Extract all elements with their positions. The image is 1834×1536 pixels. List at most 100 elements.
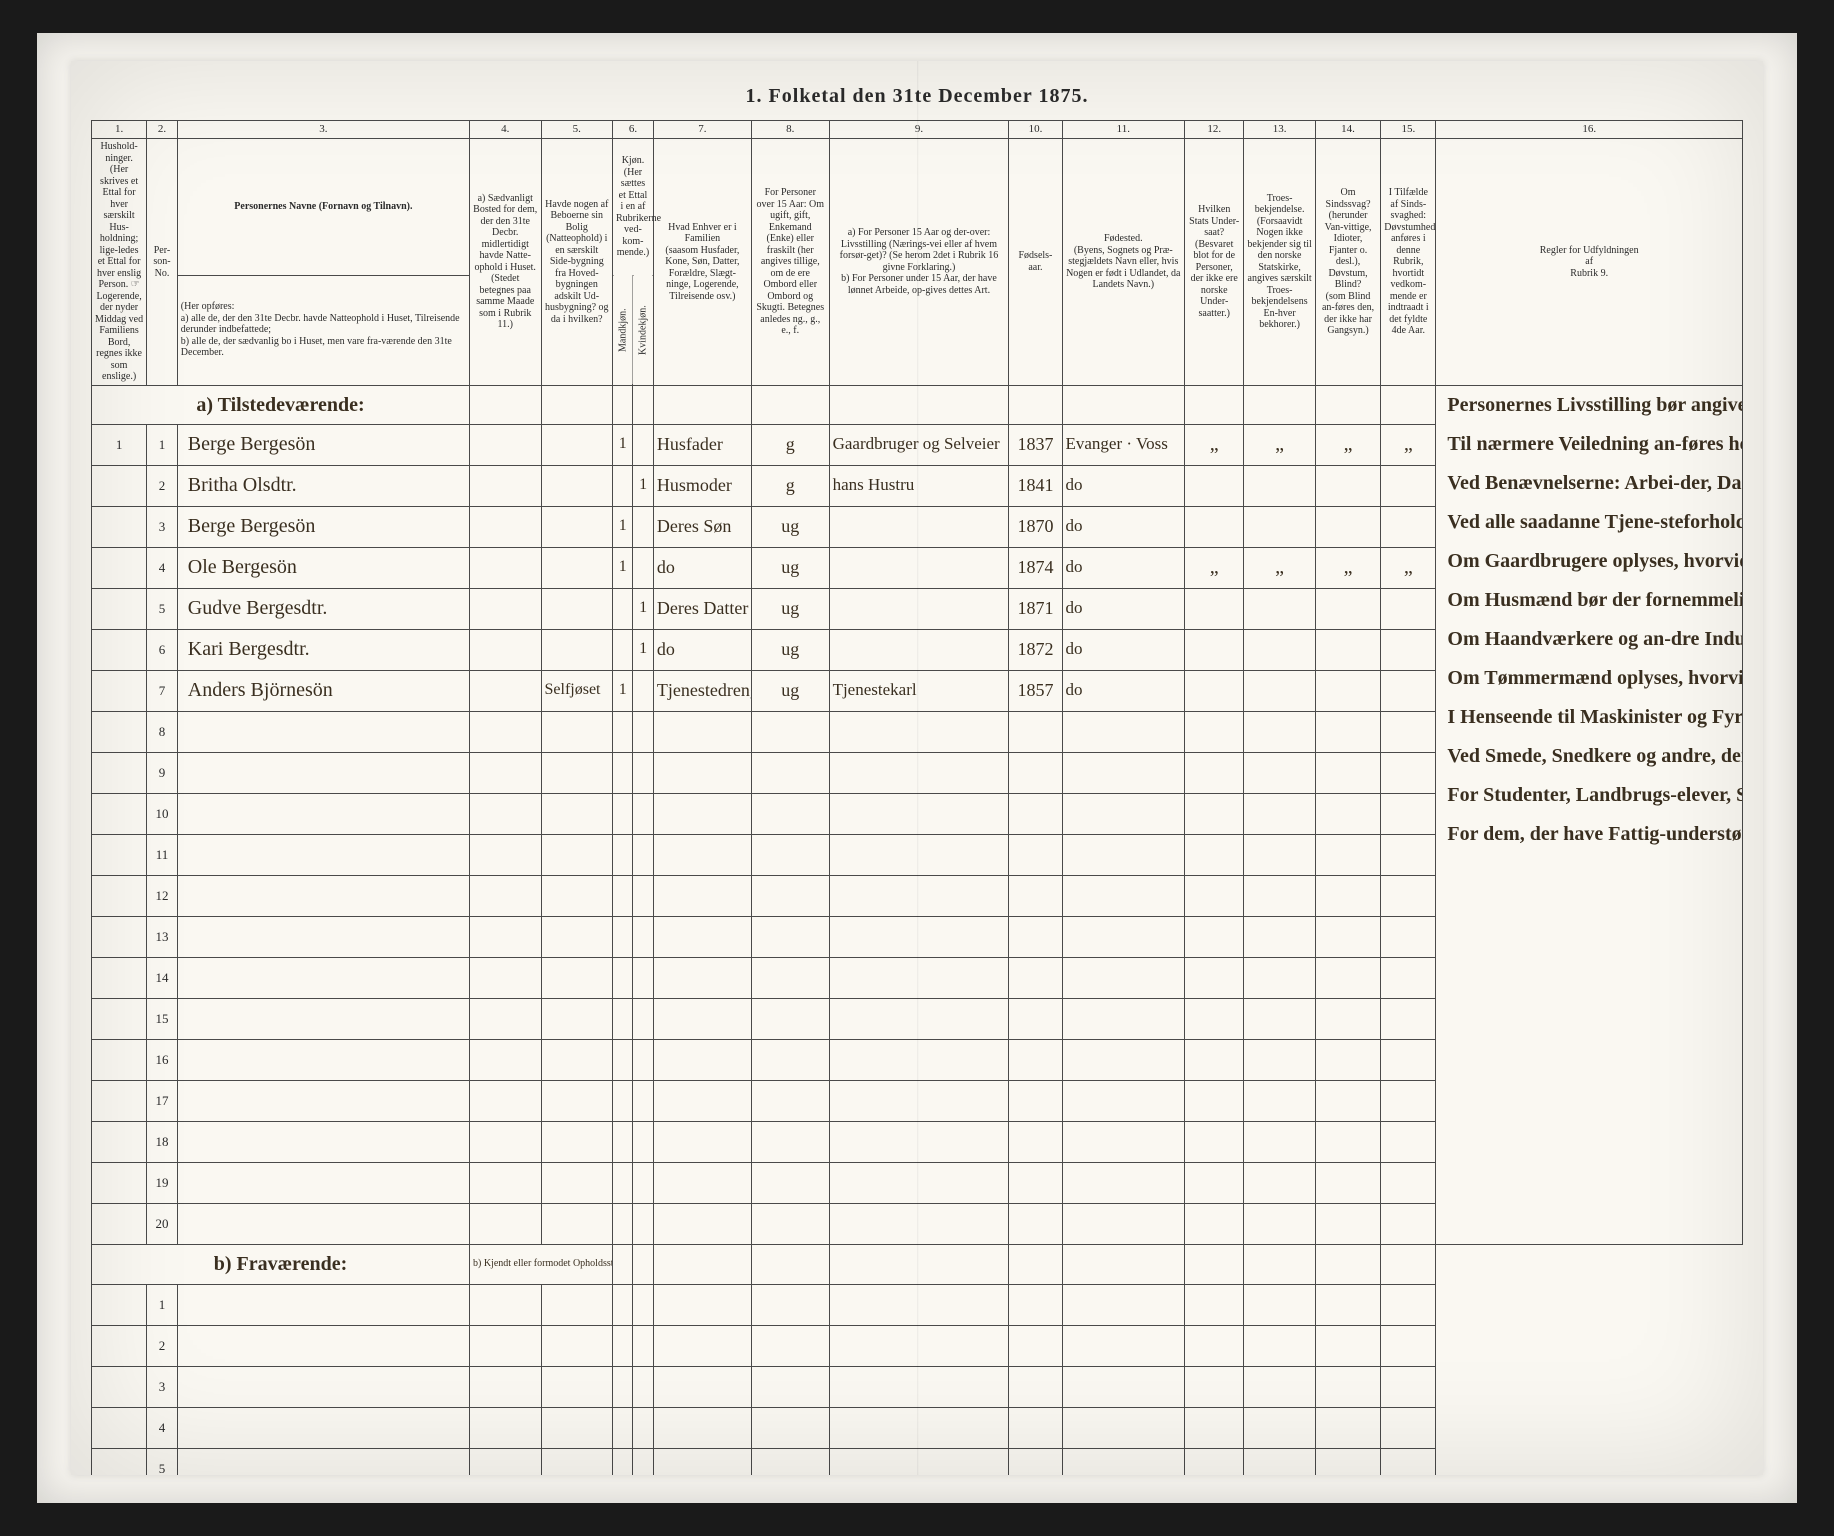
table-cell: [1185, 1407, 1244, 1448]
table-cell: [469, 1325, 541, 1366]
table-cell: [1009, 1162, 1062, 1203]
table-cell: 15: [147, 998, 178, 1039]
table-cell: [541, 793, 613, 834]
colnum-2: 2.: [147, 121, 178, 139]
table-cell: [1009, 998, 1062, 1039]
colnum-10: 10.: [1009, 121, 1062, 139]
table-cell: [1381, 1325, 1436, 1366]
table-cell: Selfjøset: [541, 670, 613, 711]
table-cell: g: [751, 424, 829, 465]
table-cell: [541, 1284, 613, 1325]
table-cell: [92, 1366, 147, 1407]
table-cell: [1381, 1448, 1436, 1475]
col-15-heading: I Tilfælde af Sinds-svaghed: Døvstumhed …: [1381, 139, 1436, 386]
table-cell: [92, 1121, 147, 1162]
table-cell: [92, 629, 147, 670]
col-3-sub: (Her opføres:a) alle de, der den 31te De…: [177, 275, 469, 385]
table-cell: [1315, 1325, 1380, 1366]
table-cell: „: [1185, 547, 1244, 588]
table-cell: [1062, 916, 1185, 957]
table-cell: [653, 1325, 751, 1366]
table-cell: [541, 1039, 613, 1080]
table-cell: 1: [613, 506, 633, 547]
table-cell: 1: [613, 547, 633, 588]
table-cell: [541, 875, 613, 916]
table-cell: [1244, 1203, 1316, 1244]
instr-p8: Om Tømmermænd oplyses, hvorvidt de fare …: [1439, 661, 1739, 695]
table-cell: [1315, 752, 1380, 793]
table-cell: do: [1062, 588, 1185, 629]
table-cell: 1837: [1009, 424, 1062, 465]
table-cell: [1381, 752, 1436, 793]
table-cell: [177, 916, 469, 957]
table-cell: [613, 834, 633, 875]
table-cell: [1315, 629, 1380, 670]
table-cell: [633, 1448, 653, 1475]
col-13-heading: Troes-bekjendelse.(Forsaavidt Nogen ikke…: [1244, 139, 1316, 386]
table-cell: [1244, 957, 1316, 998]
table-cell: 10: [147, 793, 178, 834]
table-cell: [633, 547, 653, 588]
table-cell: g: [751, 465, 829, 506]
table-cell: [1062, 957, 1185, 998]
table-cell: [1381, 465, 1436, 506]
table-cell: [177, 711, 469, 752]
table-cell: [1244, 1080, 1316, 1121]
scan-frame: 1. Folketal den 31te December 1875. 1. 2…: [37, 33, 1797, 1503]
table-cell: [92, 506, 147, 547]
table-cell: [177, 1407, 469, 1448]
table-cell: 1: [147, 424, 178, 465]
section-a-label: a) Tilstedeværende:: [92, 385, 470, 424]
table-cell: [541, 1162, 613, 1203]
table-cell: [1009, 1203, 1062, 1244]
col-12-heading: Hvilken Stats Under-saat?(Besvaret blot …: [1185, 139, 1244, 386]
table-cell: [751, 998, 829, 1039]
page-fold: [917, 61, 919, 1475]
table-cell: [469, 916, 541, 957]
table-cell: [92, 1407, 147, 1448]
table-cell: [751, 875, 829, 916]
table-cell: [613, 465, 633, 506]
table-cell: [177, 875, 469, 916]
table-cell: [1315, 1407, 1380, 1448]
colnum-14: 14.: [1315, 121, 1380, 139]
col-6b-heading: Kvindekjøn.: [633, 275, 653, 385]
table-cell: [1062, 1448, 1185, 1475]
table-cell: [1062, 1203, 1185, 1244]
table-cell: [633, 752, 653, 793]
table-cell: [1244, 834, 1316, 875]
table-cell: [613, 957, 633, 998]
table-cell: [177, 1448, 469, 1475]
table-cell: [1381, 998, 1436, 1039]
table-cell: [1062, 998, 1185, 1039]
table-cell: [1315, 1284, 1380, 1325]
table-cell: [469, 1407, 541, 1448]
table-cell: [613, 1039, 633, 1080]
table-cell: [1244, 793, 1316, 834]
table-cell: [1062, 834, 1185, 875]
table-cell: [1009, 752, 1062, 793]
table-cell: [751, 1366, 829, 1407]
table-cell: 1: [613, 424, 633, 465]
table-cell: [751, 711, 829, 752]
table-cell: [1244, 1039, 1316, 1080]
table-cell: [633, 1121, 653, 1162]
table-cell: [1062, 793, 1185, 834]
table-cell: [541, 1203, 613, 1244]
colnum-7: 7.: [653, 121, 751, 139]
table-cell: [1315, 834, 1380, 875]
col-10-heading: Fødsels-aar.: [1009, 139, 1062, 386]
table-cell: [177, 834, 469, 875]
table-cell: 3: [147, 1366, 178, 1407]
colnum-13: 13.: [1244, 121, 1316, 139]
table-cell: 6: [147, 629, 178, 670]
table-cell: 3: [147, 506, 178, 547]
colnum-8: 8.: [751, 121, 829, 139]
table-cell: [1381, 1039, 1436, 1080]
table-cell: 5: [147, 588, 178, 629]
table-cell: [469, 424, 541, 465]
table-cell: [613, 588, 633, 629]
table-cell: [1315, 711, 1380, 752]
table-cell: [1244, 1407, 1316, 1448]
table-cell: [751, 1325, 829, 1366]
